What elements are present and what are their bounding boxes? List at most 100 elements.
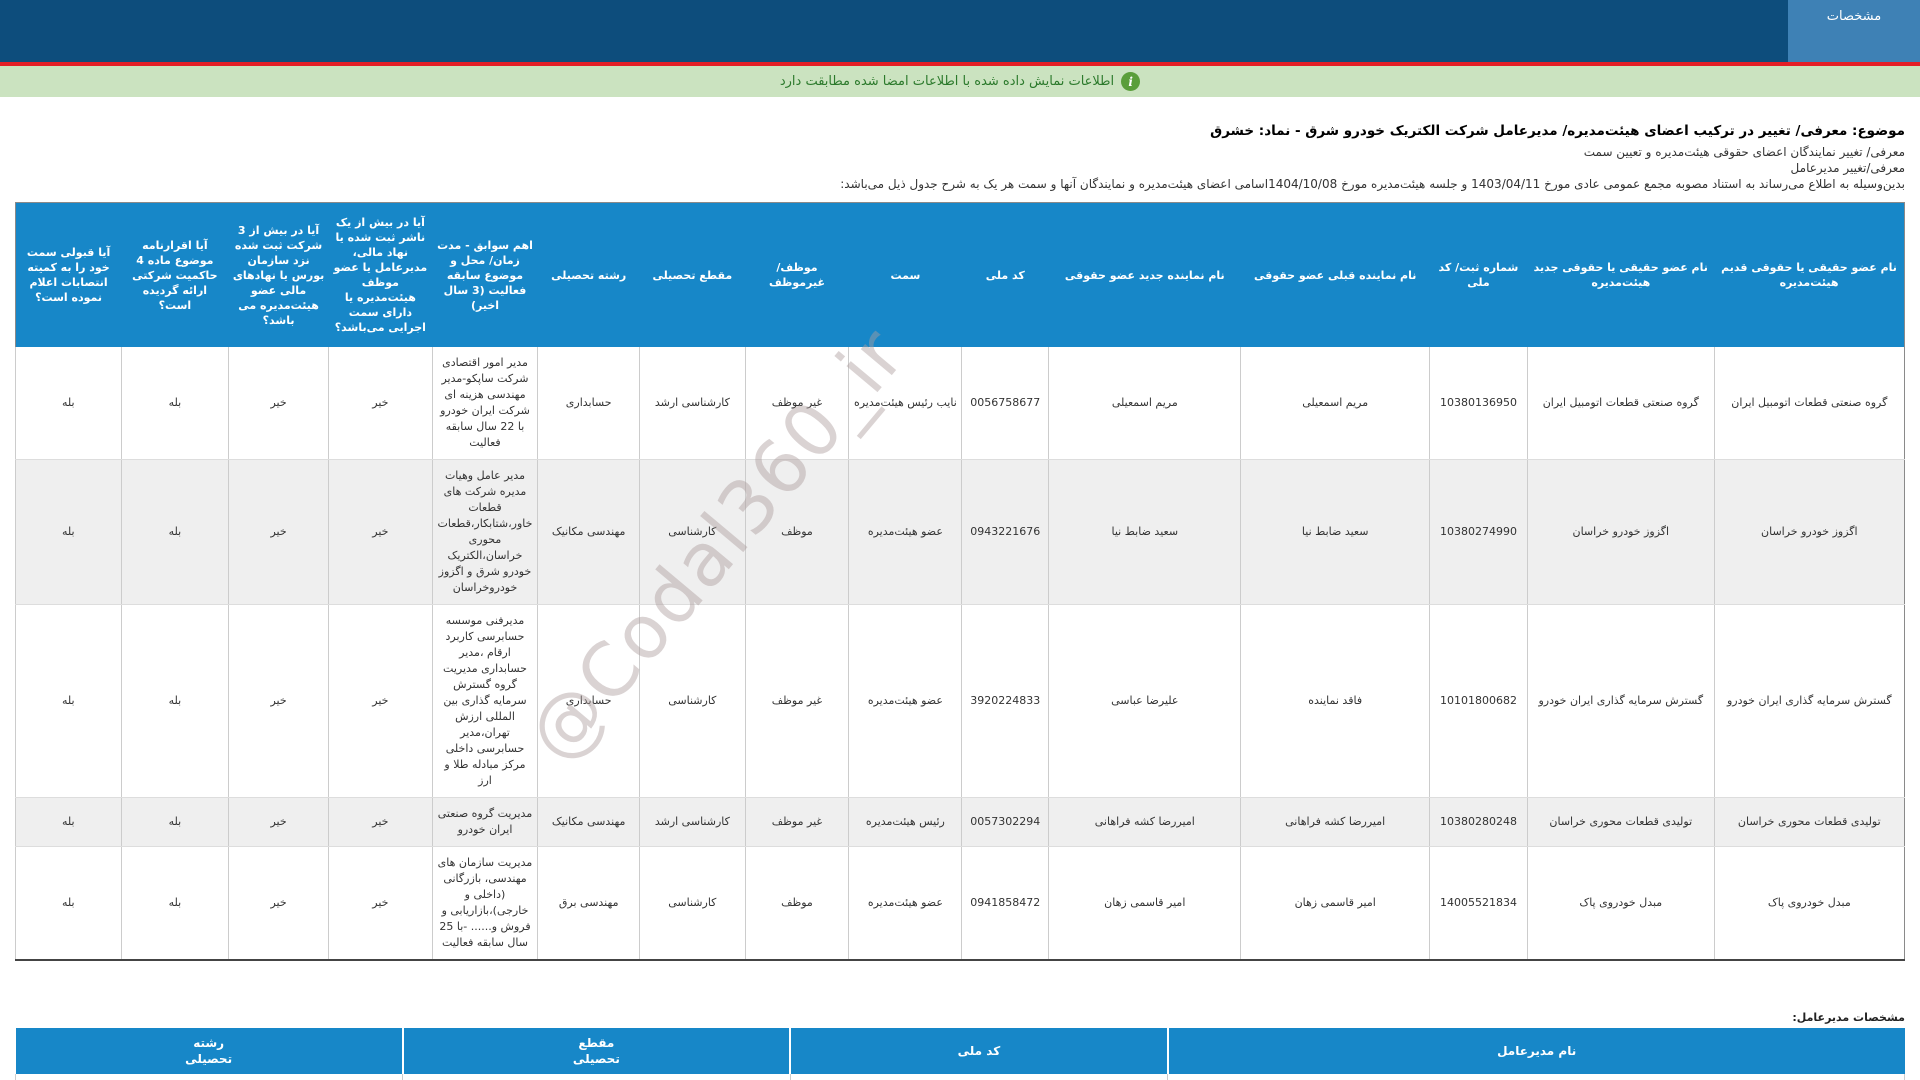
cell-declaration-flag: بله (120, 604, 229, 798)
cell-experience-summary: مدیر امور اقتصادی شرکت ساپکو-مدیر مهندسی… (431, 347, 538, 460)
cell-registration-code: 14005521834 (1428, 846, 1528, 961)
cell-previous-representative: امیررضا کشه فراهانی (1240, 797, 1430, 847)
cell-national-code: 0056758677 (961, 347, 1049, 460)
table-row: تولیدی قطعات محوری خراسان تولیدی قطعات م… (15, 797, 1905, 847)
board-members-table: نام عضو حقیقی یا حقوقی قدیم هیئت‌مدیره ن… (15, 202, 1905, 961)
cell-experience-summary: مدیرفنی موسسه حسابرسی کاربرد ارقام ،مدیر… (431, 604, 538, 798)
column-header: نام عضو حقیقی یا حقوقی قدیم هیئت‌مدیره (1714, 202, 1905, 347)
column-header: آیا قبولی سمت خود را به کمیته انتصابات ا… (15, 202, 122, 347)
cell-old-member-name: گسترش سرمایه گذاری ایران خودرو (1713, 604, 1905, 798)
column-header: نام نماینده قبلی عضو حقوقی (1240, 202, 1430, 347)
ceo-national-code-header: کد ملی (789, 1028, 1168, 1074)
cell-declaration-flag: بله (120, 797, 229, 847)
ceo-data-row: سعید ضابط نیا 0943221676 کارشناسی مهندسی… (14, 1074, 1905, 1080)
cell-national-code: 0941858472 (961, 846, 1049, 961)
ceo-section-label: مشخصات مدیرعامل: (1792, 1011, 1905, 1024)
column-header: نام نماینده جدید عضو حقوقی (1048, 202, 1241, 347)
cell-education-field: مهندسی برق (537, 846, 640, 961)
ceo-header-row: نام مدیرعامل کد ملی مقطع تحصیلی رشته تحص… (15, 1028, 1905, 1074)
cell-new-representative: سعید ضابط نیا (1048, 459, 1241, 605)
cell-old-member-name: اگزوز خودرو خراسان (1713, 459, 1905, 605)
cell-multi-company-flag: خیر (228, 797, 329, 847)
cell-executive-status: موظف (744, 459, 849, 605)
table-row: مبدل خودروی پاک مبدل خودروی پاک 14005521… (15, 846, 1905, 961)
cell-declaration-flag: بله (120, 347, 229, 460)
cell-committee-approval-flag: بله (15, 604, 122, 798)
info-icon: i (1121, 72, 1141, 91)
ceo-table: نام مدیرعامل کد ملی مقطع تحصیلی رشته تحص… (14, 1028, 1905, 1080)
cell-previous-representative: فاقد نماینده (1240, 604, 1430, 798)
cell-new-representative: امیر قاسمی زهان (1048, 846, 1241, 961)
ceo-education-field-value: مهندسی مکانیک (14, 1074, 404, 1080)
cell-position: رئیس هیئت‌مدیره (848, 797, 962, 847)
column-header: آیا اقرارنامه موضوع ماده 4 حاکمیت شرکتی … (121, 202, 229, 347)
table-row: گروه صنعتی قطعات اتومبیل ایران گروه صنعت… (15, 347, 1905, 460)
signature-info-bar: i اطلاعات نمایش داده شده با اطلاعات امضا… (0, 66, 1920, 97)
cell-committee-approval-flag: بله (15, 846, 122, 961)
table-row: اگزوز خودرو خراسان اگزوز خودرو خراسان 10… (15, 459, 1905, 605)
column-header: مقطع تحصیلی (639, 202, 746, 347)
header-spacer (0, 0, 1788, 62)
ceo-name-header: نام مدیرعامل (1166, 1028, 1905, 1074)
ceo-education-field-header: رشته تحصیلی (15, 1028, 403, 1074)
subject-block: موضوع: معرفی/ تغییر در ترکیب اعضای هیئت‌… (0, 97, 1920, 192)
cell-new-representative: مریم اسمعیلی (1048, 347, 1241, 460)
board-table-container: @Codal360_ir نام عضو حقیقی یا حقوقی قدیم… (15, 202, 1905, 961)
cell-registration-code: 10380280248 (1428, 797, 1528, 847)
column-header: موظف/ غیرموظف (745, 202, 849, 347)
announcement-paragraph: بدین‌وسیله به اطلاع می‌رساند به استناد م… (840, 177, 1905, 191)
cell-education-field: حسابداری (537, 604, 640, 798)
cell-education-level: کارشناسی (639, 459, 746, 605)
cell-multi-issuer-flag: خیر (328, 846, 433, 961)
column-header: شماره ثبت/ کد ملی (1429, 202, 1528, 347)
cell-new-representative: علیرضا عباسی (1048, 604, 1241, 798)
column-header: سمت (848, 202, 962, 347)
subject-title: موضوع: معرفی/ تغییر در ترکیب اعضای هیئت‌… (1210, 123, 1905, 139)
column-header: نام عضو حقیقی یا حقوقی جدید هیئت‌مدیره (1527, 202, 1715, 347)
column-header: اهم سوابق - مدت زمان/ محل و موضوع سابقه … (432, 202, 538, 347)
cell-education-field: مهندسی مکانیک (537, 459, 640, 605)
cell-position: عضو هیئت‌مدیره (848, 846, 962, 961)
cell-experience-summary: مدیریت گروه صنعتی ایران خودرو (431, 797, 538, 847)
cell-national-code: 0943221676 (961, 459, 1049, 605)
cell-registration-code: 10380274990 (1428, 459, 1528, 605)
column-header: آیا در بیش از یک ناشر ثبت شده یا نهاد ما… (328, 202, 433, 347)
cell-multi-company-flag: خیر (228, 347, 329, 460)
ceo-education-level-header: مقطع تحصیلی (401, 1028, 790, 1074)
cell-multi-company-flag: خیر (228, 846, 329, 961)
cell-new-representative: امیررضا کشه فراهانی (1048, 797, 1241, 847)
cell-multi-company-flag: خیر (228, 459, 329, 605)
cell-declaration-flag: بله (120, 846, 229, 961)
cell-experience-summary: مدیر عامل وهیات مدیره شرکت های قطعات خاو… (431, 459, 538, 605)
cell-multi-issuer-flag: خیر (328, 604, 433, 798)
cell-multi-issuer-flag: خیر (328, 347, 433, 460)
cell-experience-summary: مدیریت سازمان های مهندسی، بازرگانی (داخل… (431, 846, 538, 961)
cell-old-member-name: مبدل خودروی پاک (1713, 846, 1905, 961)
column-header: کد ملی (961, 202, 1049, 347)
cell-previous-representative: مریم اسمعیلی (1240, 347, 1430, 460)
tab-specifications[interactable]: مشخصات (1788, 0, 1920, 62)
cell-national-code: 3920224833 (961, 604, 1049, 798)
ceo-education-level-value: کارشناسی (402, 1074, 791, 1080)
red-divider (0, 62, 1920, 66)
ceo-name-value: سعید ضابط نیا (1167, 1074, 1905, 1080)
cell-education-level: کارشناسی (639, 604, 746, 798)
cell-new-member-name: مبدل خودروی پاک (1526, 846, 1715, 961)
cell-executive-status: غیر موظف (744, 347, 849, 460)
cell-multi-company-flag: خیر (228, 604, 329, 798)
cell-education-field: حسابداری (537, 347, 640, 460)
cell-old-member-name: تولیدی قطعات محوری خراسان (1713, 797, 1905, 847)
subject-line-representatives: معرفی/ تغییر نمایندگان اعضای حقوقی هیئت‌… (1583, 145, 1905, 159)
cell-new-member-name: گسترش سرمایه گذاری ایران خودرو (1526, 604, 1715, 798)
cell-new-member-name: اگزوز خودرو خراسان (1526, 459, 1715, 605)
cell-executive-status: موظف (744, 846, 849, 961)
table-row: گسترش سرمایه گذاری ایران خودرو گسترش سرم… (15, 604, 1905, 798)
cell-executive-status: غیر موظف (744, 604, 849, 798)
cell-registration-code: 10380136950 (1428, 347, 1528, 460)
ceo-national-code-value: 0943221676 (789, 1074, 1169, 1080)
cell-committee-approval-flag: بله (15, 347, 122, 460)
signature-info-text: اطلاعات نمایش داده شده با اطلاعات امضا ش… (779, 74, 1115, 89)
cell-executive-status: غیر موظف (744, 797, 849, 847)
column-header: رشته تحصیلی (537, 202, 640, 347)
cell-education-level: کارشناسی (639, 846, 746, 961)
